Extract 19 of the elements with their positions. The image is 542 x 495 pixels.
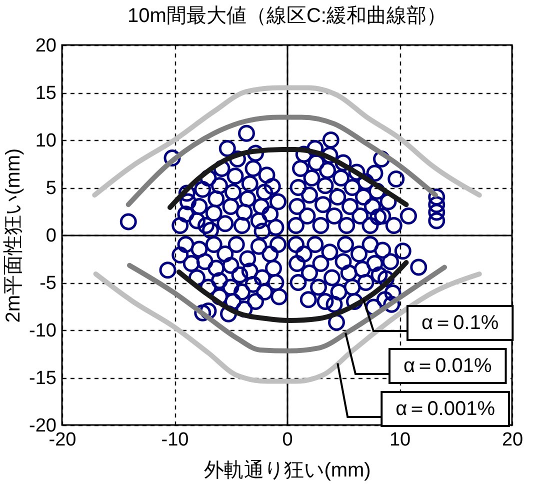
- y-tick-label: 0: [46, 226, 56, 246]
- y-tick-label: 5: [46, 178, 56, 199]
- x-tick-label: 0: [282, 430, 293, 450]
- y-tick-label: -15: [29, 368, 56, 389]
- y-tick-label: 20: [35, 36, 56, 56]
- x-tick-label: 10: [389, 430, 411, 450]
- y-tick-label: 15: [35, 83, 56, 104]
- y-tick-label: -20: [29, 416, 56, 436]
- y-tick-label: 10: [35, 130, 56, 152]
- y-axis-title: 2m平面性狂い(mm): [2, 148, 24, 323]
- annotation: α＝0.001%: [396, 398, 496, 420]
- x-tick-label: 20: [502, 430, 524, 450]
- x-axis-title: 外軌通り狂い(mm): [204, 460, 371, 482]
- chart-title: 10m間最大値（線区C:緩和曲線部）: [128, 5, 446, 27]
- annotation: α＝0.01%: [404, 355, 492, 377]
- y-tick-label: -5: [40, 273, 56, 294]
- y-tick-label: -10: [29, 320, 56, 342]
- x-tick-label: -10: [161, 430, 189, 450]
- annotation: α＝0.1%: [422, 312, 499, 334]
